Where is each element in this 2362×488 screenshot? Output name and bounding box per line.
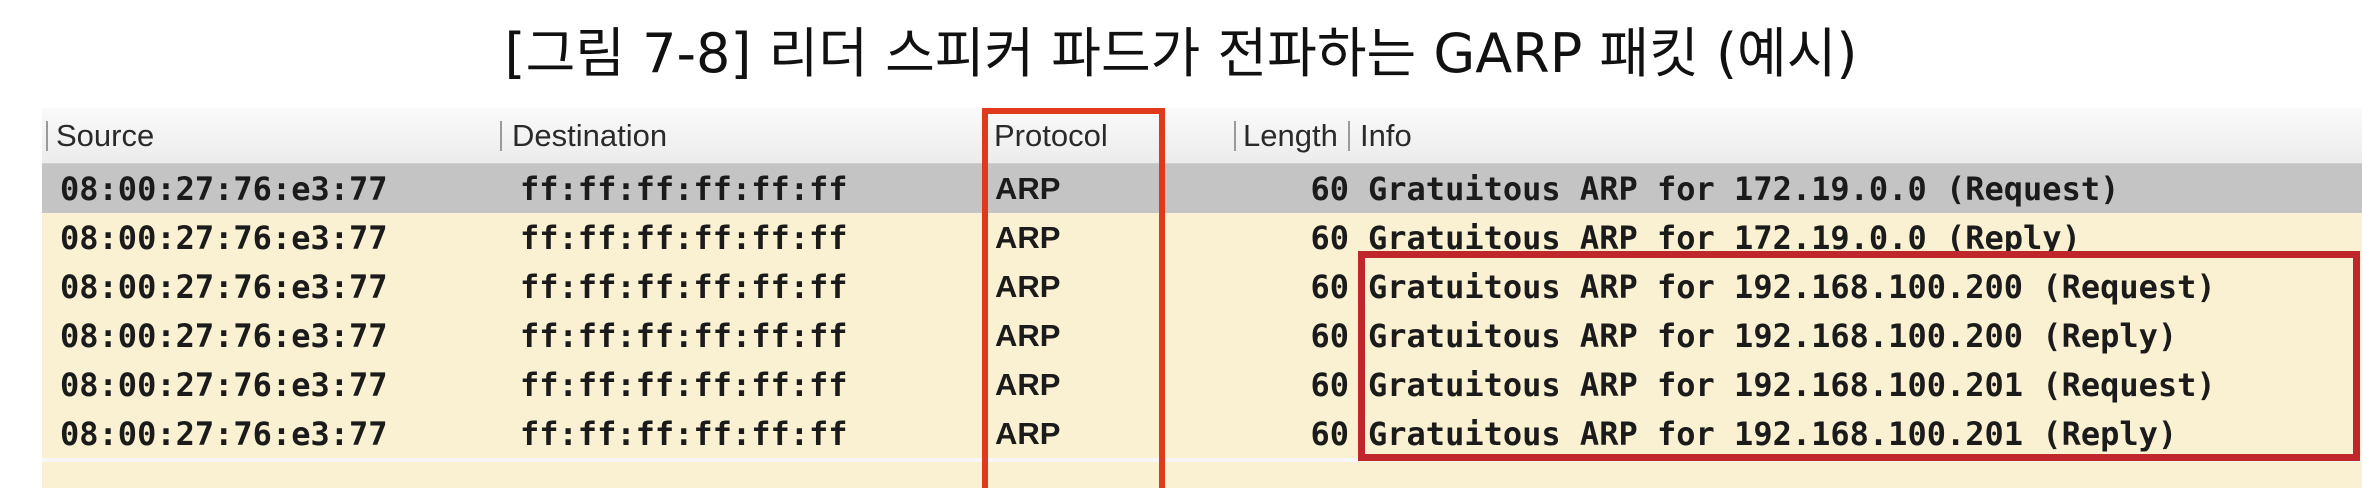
info-cell: Gratuitous ARP for 192.168.100.200 (Requ… bbox=[1368, 268, 2216, 306]
length-cell: 60 bbox=[1310, 366, 1349, 404]
length-cell: 60 bbox=[1310, 268, 1349, 306]
packet-row[interactable]: 08:00:27:76:e3:77 ff:ff:ff:ff:ff:ff ARP … bbox=[42, 360, 2362, 409]
figure-caption: [그림 7-8] 리더 스피커 파드가 전파하는 GARP 패킷 (예시) bbox=[504, 22, 1858, 85]
packet-list-panel: Source Destination Protocol Length Info … bbox=[42, 108, 2362, 488]
info-cell: Gratuitous ARP for 192.168.100.200 (Repl… bbox=[1368, 317, 2178, 355]
protocol-cell: ARP bbox=[995, 171, 1061, 206]
source-cell: 08:00:27:76:e3:77 bbox=[60, 317, 388, 355]
info-cell: Gratuitous ARP for 172.19.0.0 (Reply) bbox=[1368, 219, 2081, 257]
column-header-protocol[interactable]: Protocol bbox=[994, 118, 1108, 153]
column-separator[interactable] bbox=[500, 121, 502, 151]
partial-packet-row[interactable] bbox=[42, 462, 2362, 488]
column-header-length[interactable]: Length bbox=[1243, 118, 1338, 153]
column-separator[interactable] bbox=[46, 121, 48, 151]
info-cell: Gratuitous ARP for 192.168.100.201 (Requ… bbox=[1368, 366, 2216, 404]
destination-cell: ff:ff:ff:ff:ff:ff bbox=[520, 170, 848, 208]
packet-row[interactable]: 08:00:27:76:e3:77 ff:ff:ff:ff:ff:ff ARP … bbox=[42, 409, 2362, 458]
protocol-cell: ARP bbox=[995, 318, 1061, 353]
length-cell: 60 bbox=[1310, 170, 1349, 208]
length-cell: 60 bbox=[1310, 219, 1349, 257]
column-header-source[interactable]: Source bbox=[56, 118, 155, 153]
destination-cell: ff:ff:ff:ff:ff:ff bbox=[520, 415, 848, 453]
info-cell: Gratuitous ARP for 192.168.100.201 (Repl… bbox=[1368, 415, 2178, 453]
destination-cell: ff:ff:ff:ff:ff:ff bbox=[520, 317, 848, 355]
protocol-cell: ARP bbox=[995, 416, 1061, 451]
source-cell: 08:00:27:76:e3:77 bbox=[60, 268, 388, 306]
info-cell: Gratuitous ARP for 172.19.0.0 (Request) bbox=[1368, 170, 2120, 208]
protocol-cell: ARP bbox=[995, 269, 1061, 304]
protocol-cell: ARP bbox=[995, 220, 1061, 255]
packet-row[interactable]: 08:00:27:76:e3:77 ff:ff:ff:ff:ff:ff ARP … bbox=[42, 311, 2362, 360]
packet-row[interactable]: 08:00:27:76:e3:77 ff:ff:ff:ff:ff:ff ARP … bbox=[42, 262, 2362, 311]
length-cell: 60 bbox=[1310, 317, 1349, 355]
column-header-destination[interactable]: Destination bbox=[512, 118, 668, 153]
source-cell: 08:00:27:76:e3:77 bbox=[60, 415, 388, 453]
source-cell: 08:00:27:76:e3:77 bbox=[60, 219, 388, 257]
destination-cell: ff:ff:ff:ff:ff:ff bbox=[520, 366, 848, 404]
column-separator[interactable] bbox=[1348, 121, 1350, 151]
length-cell: 60 bbox=[1310, 415, 1349, 453]
packet-row[interactable]: 08:00:27:76:e3:77 ff:ff:ff:ff:ff:ff ARP … bbox=[42, 164, 2362, 213]
packet-list-header: Source Destination Protocol Length Info bbox=[42, 108, 2362, 164]
column-separator[interactable] bbox=[1234, 121, 1236, 151]
destination-cell: ff:ff:ff:ff:ff:ff bbox=[520, 219, 848, 257]
column-header-info[interactable]: Info bbox=[1360, 118, 1412, 153]
source-cell: 08:00:27:76:e3:77 bbox=[60, 170, 388, 208]
destination-cell: ff:ff:ff:ff:ff:ff bbox=[520, 268, 848, 306]
source-cell: 08:00:27:76:e3:77 bbox=[60, 366, 388, 404]
packet-row[interactable]: 08:00:27:76:e3:77 ff:ff:ff:ff:ff:ff ARP … bbox=[42, 213, 2362, 262]
protocol-cell: ARP bbox=[995, 367, 1061, 402]
